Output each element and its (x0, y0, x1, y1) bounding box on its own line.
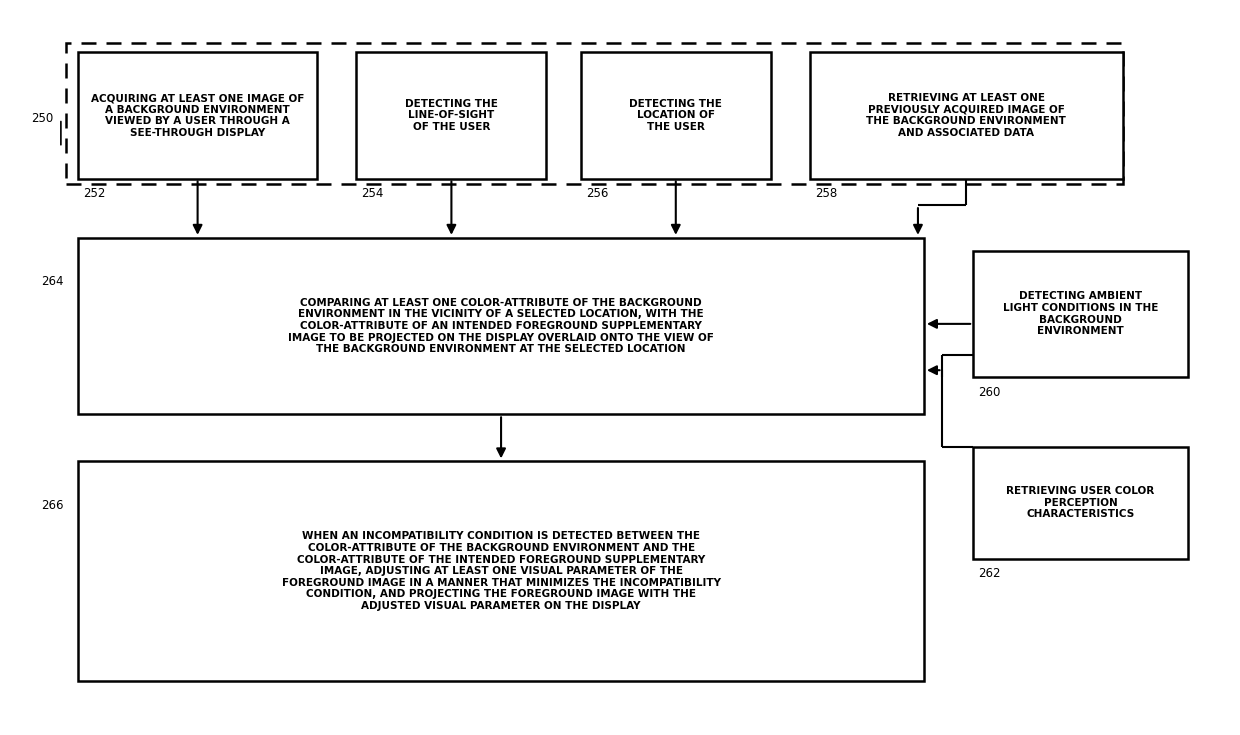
Text: 262: 262 (978, 567, 1001, 580)
Text: RETRIEVING USER COLOR
PERCEPTION
CHARACTERISTICS: RETRIEVING USER COLOR PERCEPTION CHARACT… (1007, 486, 1154, 520)
Text: 256: 256 (585, 187, 608, 200)
FancyBboxPatch shape (78, 237, 924, 415)
Text: 254: 254 (361, 187, 383, 200)
Text: 258: 258 (815, 187, 837, 200)
FancyBboxPatch shape (356, 52, 547, 179)
Text: COMPARING AT LEAST ONE COLOR-ATTRIBUTE OF THE BACKGROUND
ENVIRONMENT IN THE VICI: COMPARING AT LEAST ONE COLOR-ATTRIBUTE O… (288, 298, 714, 354)
Text: 266: 266 (41, 499, 63, 512)
Text: WHEN AN INCOMPATIBILITY CONDITION IS DETECTED BETWEEN THE
COLOR-ATTRIBUTE OF THE: WHEN AN INCOMPATIBILITY CONDITION IS DET… (281, 531, 720, 611)
FancyBboxPatch shape (580, 52, 771, 179)
Text: RETRIEVING AT LEAST ONE
PREVIOUSLY ACQUIRED IMAGE OF
THE BACKGROUND ENVIRONMENT
: RETRIEVING AT LEAST ONE PREVIOUSLY ACQUI… (867, 93, 1066, 138)
Text: 260: 260 (978, 386, 1001, 398)
Text: ACQUIRING AT LEAST ONE IMAGE OF
A BACKGROUND ENVIRONMENT
VIEWED BY A USER THROUG: ACQUIRING AT LEAST ONE IMAGE OF A BACKGR… (91, 93, 304, 138)
Text: DETECTING THE
LOCATION OF
THE USER: DETECTING THE LOCATION OF THE USER (630, 99, 722, 132)
Text: 264: 264 (41, 276, 63, 288)
Text: 252: 252 (83, 187, 105, 200)
FancyBboxPatch shape (973, 447, 1188, 559)
Text: DETECTING AMBIENT
LIGHT CONDITIONS IN THE
BACKGROUND
ENVIRONMENT: DETECTING AMBIENT LIGHT CONDITIONS IN TH… (1003, 291, 1158, 336)
FancyBboxPatch shape (78, 462, 924, 681)
FancyBboxPatch shape (973, 251, 1188, 377)
FancyBboxPatch shape (810, 52, 1122, 179)
Text: DETECTING THE
LINE-OF-SIGHT
OF THE USER: DETECTING THE LINE-OF-SIGHT OF THE USER (405, 99, 497, 132)
Text: 250: 250 (31, 112, 53, 125)
FancyBboxPatch shape (78, 52, 317, 179)
